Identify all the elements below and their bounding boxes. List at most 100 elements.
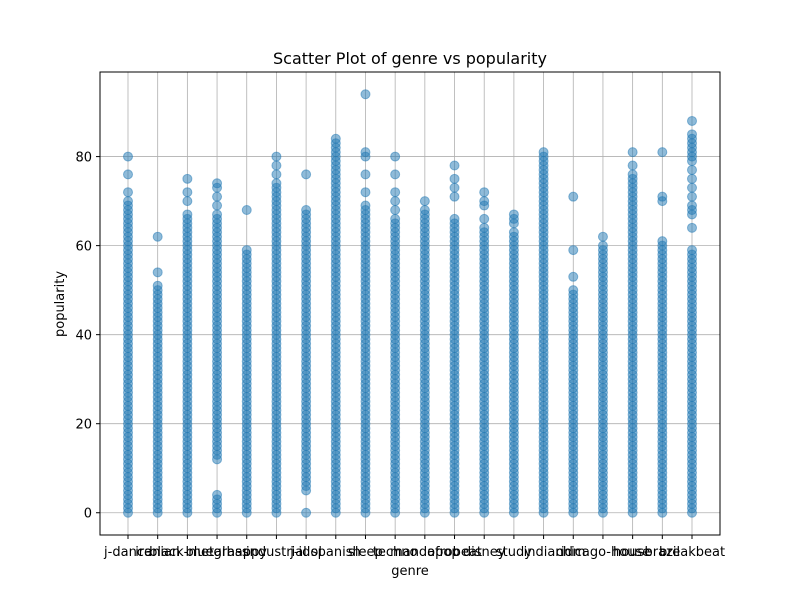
data-point (687, 115, 697, 126)
x-tick-label: happy (227, 545, 268, 560)
x-tick-label: iranian (135, 545, 180, 560)
y-tick-layer: 0 20 40 60 80 (75, 151, 100, 522)
data-point (538, 147, 549, 158)
data-point (568, 191, 579, 202)
data-point (241, 205, 252, 216)
data-point (182, 173, 193, 184)
x-tick-label: afrobeat (427, 545, 482, 560)
data-point (271, 151, 282, 162)
axes-frame (99, 71, 721, 536)
series-brazil (657, 147, 668, 518)
x-tick-label: house (613, 545, 652, 560)
data-point (123, 151, 133, 162)
data-point (182, 187, 193, 198)
data-point (271, 178, 282, 189)
series-indian (538, 147, 549, 518)
x-tick-label: black-metal (149, 545, 226, 560)
data-point (360, 89, 371, 100)
series-industrial (271, 151, 282, 518)
data-point (479, 196, 490, 207)
data-point (152, 231, 163, 242)
x-tick-label: spanish (311, 545, 361, 560)
data-point (212, 489, 223, 500)
x-tick-layer: j-danceiranianblack-metalbluegrasshappyi… (103, 535, 725, 560)
series-house (627, 147, 638, 518)
data-point (360, 147, 371, 158)
data-point (212, 178, 223, 189)
data-point (360, 169, 371, 180)
series-mandopop (419, 196, 430, 518)
y-tick-label: 60 (75, 240, 92, 255)
data-point (449, 213, 460, 224)
x-axis-label: genre (391, 564, 429, 579)
data-point (152, 280, 163, 291)
data-point (390, 187, 401, 198)
data-point (687, 173, 697, 184)
series-disney (479, 187, 490, 518)
data-point (687, 200, 697, 211)
data-point (479, 187, 490, 198)
data-point (687, 129, 697, 140)
series-j-idol (301, 169, 312, 518)
series-chicago-house (597, 231, 608, 518)
data-point (657, 191, 668, 202)
x-tick-label: indian (524, 545, 564, 560)
data-point (449, 173, 460, 184)
data-point (390, 196, 401, 207)
x-tick-label: mandopop (390, 545, 460, 560)
data-point (627, 169, 638, 180)
data-point (123, 169, 133, 180)
data-point (360, 187, 371, 198)
data-point (390, 213, 401, 224)
series-breakbeat (687, 115, 697, 518)
data-point (271, 169, 282, 180)
x-tick-label: disney (463, 545, 506, 560)
series-iranian (152, 231, 163, 518)
data-point (657, 236, 668, 247)
data-point (419, 196, 430, 207)
data-point (508, 227, 519, 238)
data-point (212, 191, 223, 202)
y-tick-label: 40 (75, 329, 92, 344)
data-point (687, 245, 697, 256)
data-point (687, 164, 697, 175)
data-point (419, 205, 430, 216)
x-tick-label: brazil (645, 545, 681, 560)
data-point (687, 182, 697, 193)
data-point (449, 191, 460, 202)
data-point (657, 147, 668, 158)
data-point (271, 160, 282, 171)
series-j-dance (123, 151, 133, 518)
y-tick-label: 20 (75, 418, 92, 433)
x-tick-label: industrial (246, 545, 307, 560)
series-happy (241, 205, 252, 518)
x-tick-label: sleep (348, 545, 383, 560)
data-point (449, 160, 460, 171)
data-point (182, 196, 193, 207)
series-black-metal (182, 173, 193, 518)
x-tick-label: study (496, 545, 532, 560)
series-study (508, 209, 519, 518)
y-tick-label: 0 (84, 507, 92, 522)
x-tick-label: bluegrass (185, 545, 248, 560)
data-point (360, 200, 371, 211)
x-tick-label: j-idol (289, 545, 322, 560)
data-point (479, 213, 490, 224)
data-point (152, 267, 163, 278)
y-axis-label: popularity (53, 271, 68, 337)
data-point (182, 209, 193, 220)
x-tick-label: breakbeat (659, 545, 725, 560)
data-point (627, 160, 638, 171)
series-spanish (330, 133, 341, 518)
data-point (123, 196, 133, 207)
data-point (687, 191, 697, 202)
series-sleep (360, 89, 371, 518)
x-tick-label: j-dance (103, 545, 152, 560)
points-layer (123, 89, 697, 518)
data-point (479, 222, 490, 233)
data-point (390, 205, 401, 216)
data-point (568, 245, 579, 256)
series-afrobeat (449, 160, 460, 518)
x-tick-label: idm (561, 545, 586, 560)
